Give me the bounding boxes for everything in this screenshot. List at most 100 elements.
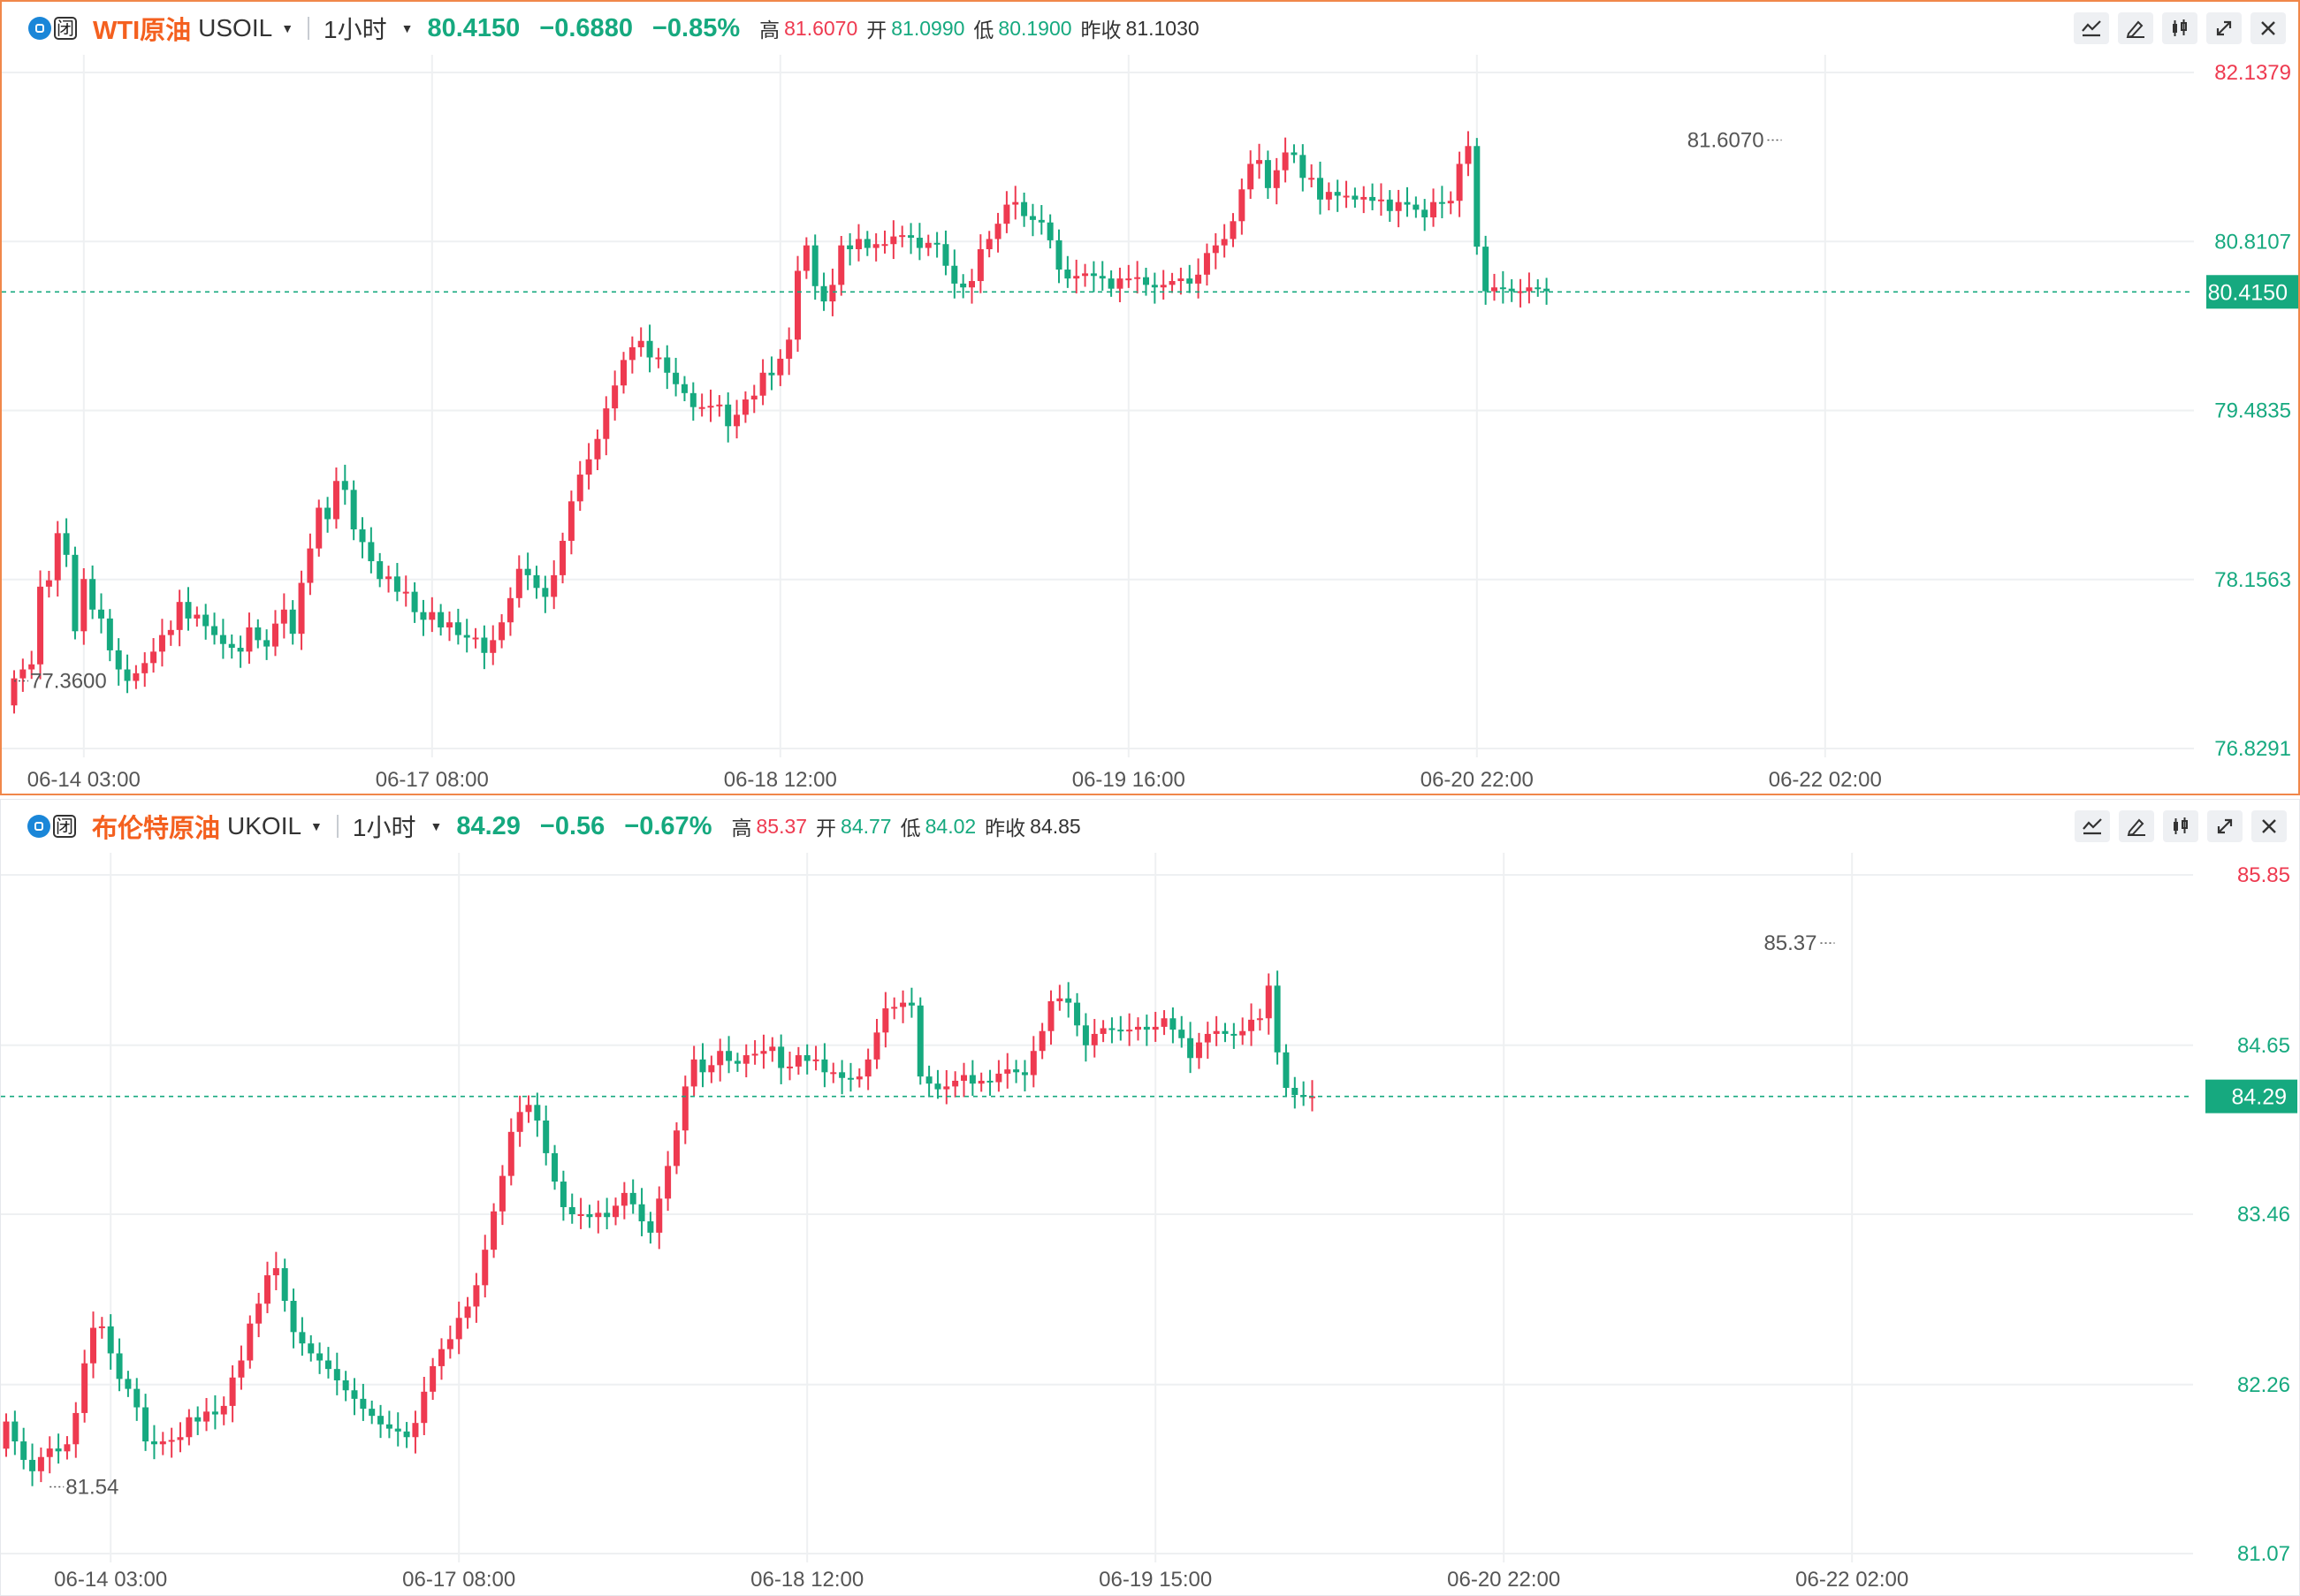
candle-body <box>72 1412 80 1445</box>
chart-type-button[interactable] <box>2163 810 2198 842</box>
candle-body <box>247 1323 254 1361</box>
candle-body <box>238 1360 245 1378</box>
interval-selector[interactable]: 1小时 <box>324 16 387 43</box>
candle-body <box>177 1437 184 1440</box>
usoil-candlestick-chart[interactable]: 06-14 03:00 06-17 08:00 06-18 12:00 06-19 1… <box>2 55 2298 795</box>
candle-body <box>960 283 967 288</box>
candle <box>228 634 235 659</box>
candle-body <box>1543 288 1550 292</box>
y-axis-tick-label: 82.26 <box>2237 1373 2290 1397</box>
candle-body <box>463 635 470 638</box>
candle <box>430 1357 437 1401</box>
instrument-name[interactable]: WTI原油 <box>93 17 192 45</box>
candle-body <box>838 245 845 285</box>
candle <box>864 231 871 256</box>
candle <box>1134 261 1141 293</box>
interval-selector[interactable]: 1小时 <box>352 814 416 841</box>
candle-body <box>359 529 366 543</box>
candle <box>421 1376 428 1436</box>
indicator-button[interactable] <box>2074 12 2109 44</box>
candle-body <box>787 1066 793 1068</box>
close-button[interactable] <box>2250 12 2286 44</box>
candle <box>1099 261 1106 291</box>
candle-body <box>560 540 567 575</box>
candle <box>585 443 592 490</box>
candle-body <box>1239 1030 1246 1036</box>
candle-body <box>403 1431 410 1438</box>
chevron-down-icon[interactable]: ▼ <box>310 819 323 833</box>
fullscreen-button[interactable] <box>2207 810 2243 842</box>
candle-body <box>847 1077 854 1080</box>
candle-body <box>1003 204 1010 224</box>
candle <box>716 395 723 417</box>
indicator-button[interactable] <box>2075 810 2110 842</box>
candle <box>446 1326 453 1359</box>
candle-body <box>551 574 558 597</box>
candle-body <box>1116 278 1123 289</box>
chevron-down-icon[interactable]: ▼ <box>281 21 294 35</box>
instrument-symbol[interactable]: UKOIL <box>227 812 302 840</box>
candle-body <box>80 579 88 632</box>
fullscreen-button[interactable] <box>2206 12 2242 44</box>
candle-body <box>829 285 836 302</box>
ukoil-chart-panel[interactable]: 闭 布伦特原油 UKOIL ▼ 1小时 ▼ 84.29 −0.56 −0.67%… <box>0 799 2300 1596</box>
x-axis-tick-label: 06-19 16:00 <box>1072 768 1185 792</box>
candle-body <box>438 1349 445 1366</box>
candle-body <box>986 1080 994 1083</box>
usoil-chart-panel[interactable]: 闭 WTI原油 USOIL ▼ 1小时 ▼ 80.4150 −0.6880 −0… <box>0 0 2300 795</box>
candle <box>768 356 775 391</box>
candle <box>586 1205 593 1228</box>
candle-body <box>847 245 854 249</box>
candle-body <box>1125 278 1132 281</box>
candle <box>246 612 253 665</box>
candle-body <box>769 1046 776 1052</box>
candle-body <box>1317 178 1323 200</box>
candle <box>637 327 644 357</box>
candle <box>490 625 497 665</box>
candle-body <box>203 1411 210 1422</box>
candle-body <box>133 1388 141 1408</box>
candle-body <box>942 244 949 266</box>
candle <box>1421 199 1428 232</box>
candle-body <box>421 1391 428 1424</box>
candle-body <box>917 1005 924 1077</box>
candle-body <box>438 612 445 627</box>
candle <box>272 1251 279 1290</box>
candle <box>1160 270 1167 300</box>
candle <box>1004 1053 1011 1089</box>
x-axis-tick-label: 06-14 03:00 <box>27 768 141 792</box>
candle <box>734 399 741 439</box>
candle <box>412 1410 419 1454</box>
candle-body <box>1535 287 1542 290</box>
candle-body <box>943 1086 950 1090</box>
candle <box>211 612 218 645</box>
candle <box>803 237 810 279</box>
price-change: −0.6880 <box>539 13 633 42</box>
candle <box>830 1062 837 1083</box>
candle <box>1013 1060 1020 1083</box>
candle <box>847 1062 854 1092</box>
candle-body <box>1160 285 1167 288</box>
instrument-symbol[interactable]: USOIL <box>198 14 273 42</box>
candle-body <box>246 627 253 652</box>
candle-body <box>899 235 906 238</box>
x-axis-tick-label: 06-20 22:00 <box>1447 1568 1560 1592</box>
candle-body <box>473 1285 480 1307</box>
candle <box>864 1048 872 1091</box>
close-button[interactable] <box>2251 810 2287 842</box>
candle <box>1377 183 1384 217</box>
chevron-down-icon[interactable]: ▼ <box>430 819 443 833</box>
candle <box>856 1068 863 1088</box>
candle-body <box>377 561 384 580</box>
chart-type-button[interactable] <box>2162 12 2197 44</box>
candle <box>255 1292 263 1338</box>
candle <box>90 1311 96 1379</box>
instrument-name[interactable]: 布伦特原油 <box>92 815 221 843</box>
ukoil-candlestick-chart[interactable]: 06-14 03:00 06-17 08:00 06-18 12:00 06-19 1… <box>1 853 2299 1595</box>
draw-button[interactable] <box>2118 12 2153 44</box>
y-axis-tick-label: 85.85 <box>2237 863 2290 887</box>
candle <box>673 357 680 397</box>
chevron-down-icon[interactable]: ▼ <box>400 21 414 35</box>
draw-button[interactable] <box>2119 810 2154 842</box>
candle-body <box>734 414 741 427</box>
